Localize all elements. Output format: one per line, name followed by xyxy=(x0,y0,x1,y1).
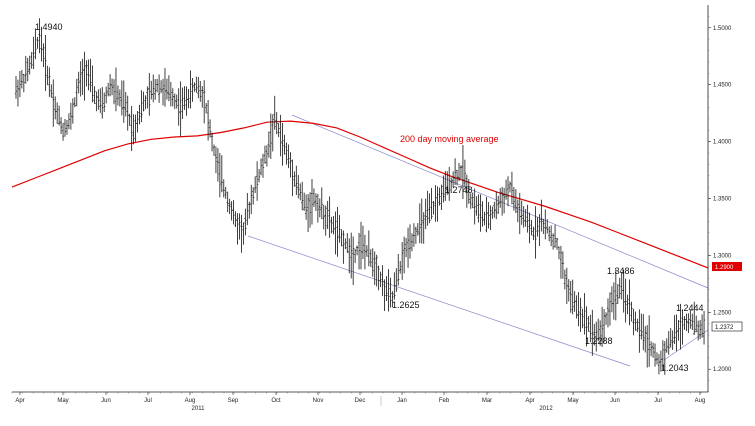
x-tick-label: Jun xyxy=(101,398,111,404)
x-tick-label: Mar xyxy=(482,398,492,404)
x-tick-label: May xyxy=(57,398,68,404)
annotation-label: 1.2625 xyxy=(392,300,420,310)
x-tick-label: Aug xyxy=(185,398,196,404)
annotation-label: 1.2748 xyxy=(445,185,473,195)
annotation-label: 1.3486 xyxy=(607,266,635,276)
y-tick-label: 1.4500 xyxy=(713,83,732,89)
annotation-label: 1.2288 xyxy=(585,336,613,346)
last-price-badge: 1.2372 xyxy=(711,321,743,332)
annotation-label: 1.4940 xyxy=(35,22,63,32)
last-price-badge-label: 1.2372 xyxy=(715,325,734,331)
moving-average-line xyxy=(11,120,709,269)
x-axis: Apr May Jun Jul Aug Sep Oct Nov Dec Jan Feb Mar Apr M… xyxy=(11,391,708,412)
short-support-line xyxy=(663,329,709,361)
x-tick-label: Sep xyxy=(228,398,239,404)
annotations: 1.4940 1.2625 1.2748 1.3486 1.2288 1.2444 1.20… xyxy=(35,22,704,373)
moving-average-label: 200 day moving average xyxy=(400,134,499,144)
x-tick-label: Apr xyxy=(15,398,24,404)
moving-average-series xyxy=(11,120,709,269)
annotation-label: 1.2043 xyxy=(661,363,689,373)
year-label: 2012 xyxy=(539,406,553,412)
x-tick-label: Nov xyxy=(313,398,324,404)
x-tick-label: Jul xyxy=(654,398,662,404)
x-tick-label: Jun xyxy=(610,398,620,404)
channel-lower-line xyxy=(247,235,631,367)
x-tick-label: May xyxy=(567,398,578,404)
x-tick-label: Apr xyxy=(525,398,534,404)
annotation-label: 1.2444 xyxy=(676,303,704,313)
x-tick-label: Aug xyxy=(695,398,706,404)
y-tick-label: 1.5000 xyxy=(713,26,732,32)
x-tick-label: Jul xyxy=(144,398,152,404)
year-label: 2011 xyxy=(192,406,206,412)
y-tick-label: 1.4000 xyxy=(713,140,732,146)
y-tick-label: 1.2500 xyxy=(713,310,732,316)
x-tick-label: Feb xyxy=(439,398,450,404)
x-tick-label: Jan xyxy=(397,398,407,404)
ma-value-badge: 1.2900 xyxy=(712,262,742,271)
price-series xyxy=(14,18,706,375)
y-tick-label: 1.2000 xyxy=(713,367,732,373)
x-tick-label: Dec xyxy=(355,398,366,404)
y-tick-label: 1.3500 xyxy=(713,197,732,203)
y-axis: 1.5000 1.4500 1.4000 1.3500 1.3000 1.2500 1.20… xyxy=(707,5,732,393)
ma-value-badge-label: 1.2900 xyxy=(715,265,734,271)
x-tick-label: Oct xyxy=(271,398,281,404)
y-tick-label: 1.3000 xyxy=(713,253,732,259)
